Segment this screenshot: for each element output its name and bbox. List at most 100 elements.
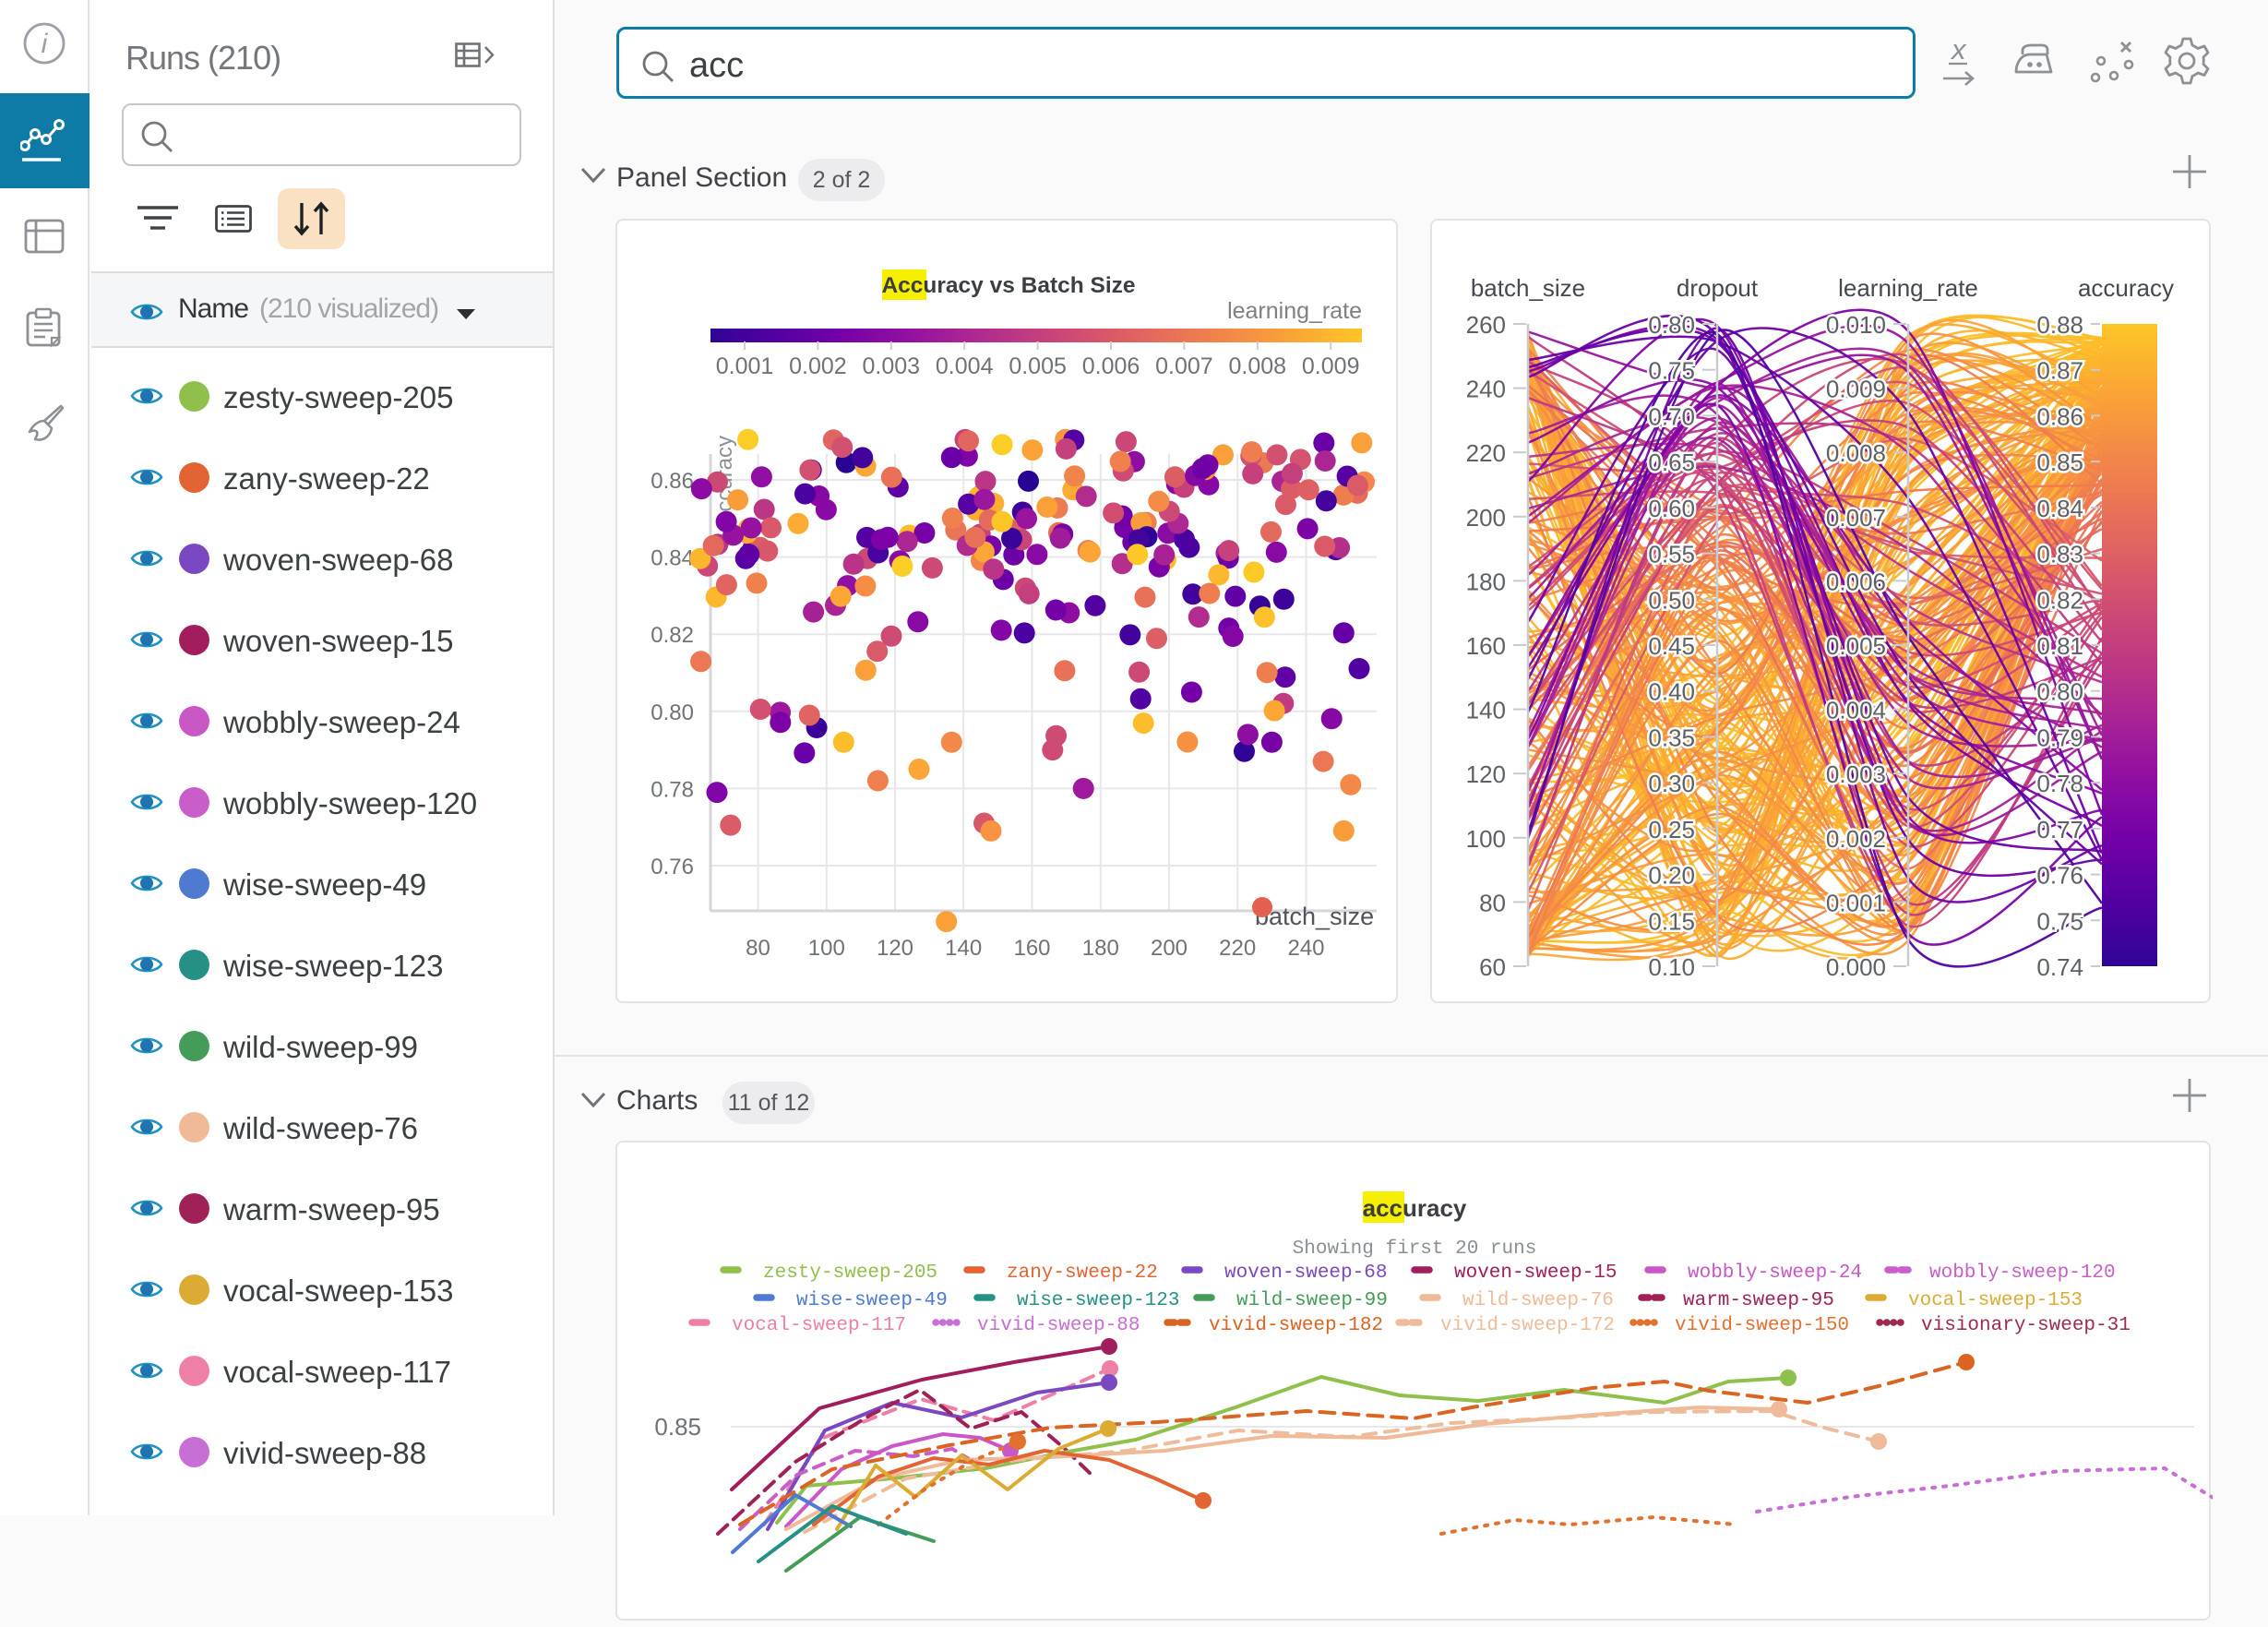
svg-text:0.84: 0.84 — [651, 546, 694, 571]
svg-text:120: 120 — [1466, 760, 1506, 788]
svg-text:woven-sweep-15: woven-sweep-15 — [1454, 1262, 1617, 1284]
svg-text:0.70: 0.70 — [1648, 402, 1695, 430]
svg-text:0.76: 0.76 — [651, 855, 694, 879]
svg-text:140: 140 — [1466, 697, 1506, 724]
svg-text:0.60: 0.60 — [1648, 495, 1695, 522]
svg-text:0.77: 0.77 — [2036, 816, 2083, 843]
svg-text:vivid-sweep-182: vivid-sweep-182 — [1209, 1315, 1383, 1336]
svg-text:200: 200 — [1466, 504, 1506, 532]
svg-text:0.80: 0.80 — [2036, 678, 2083, 706]
svg-text:vivid-sweep-172: vivid-sweep-172 — [1440, 1315, 1615, 1336]
svg-text:woven-sweep-68: woven-sweep-68 — [1224, 1262, 1387, 1284]
svg-text:240: 240 — [1287, 936, 1324, 961]
svg-text:0.004: 0.004 — [936, 353, 994, 379]
svg-text:0.78: 0.78 — [2036, 770, 2083, 797]
svg-text:220: 220 — [1219, 936, 1256, 961]
svg-text:0.003: 0.003 — [1826, 760, 1886, 788]
svg-text:0.55: 0.55 — [1648, 541, 1695, 568]
svg-text:batch_size: batch_size — [1255, 903, 1374, 930]
svg-text:160: 160 — [1466, 632, 1506, 660]
svg-text:0.85: 0.85 — [654, 1413, 701, 1441]
svg-text:260: 260 — [1466, 311, 1506, 339]
svg-text:0.82: 0.82 — [2036, 586, 2083, 614]
svg-text:160: 160 — [1013, 936, 1050, 961]
svg-text:0.80: 0.80 — [651, 700, 694, 725]
svg-text:0.35: 0.35 — [1648, 724, 1695, 751]
svg-text:0.003: 0.003 — [863, 353, 921, 379]
svg-text:warm-sweep-95: warm-sweep-95 — [1683, 1290, 1834, 1311]
svg-text:0.007: 0.007 — [1826, 504, 1886, 532]
svg-text:0.65: 0.65 — [1648, 449, 1695, 476]
svg-text:batch_size: batch_size — [1471, 274, 1585, 302]
svg-text:vocal-sweep-117: vocal-sweep-117 — [732, 1315, 906, 1336]
svg-text:180: 180 — [1082, 936, 1119, 961]
svg-text:accuracy: accuracy — [1363, 1194, 1467, 1222]
svg-text:0.004: 0.004 — [1826, 697, 1886, 724]
svg-text:0.25: 0.25 — [1648, 816, 1695, 843]
svg-text:0.50: 0.50 — [1648, 586, 1695, 614]
svg-text:0.81: 0.81 — [2036, 632, 2083, 660]
svg-text:0.000: 0.000 — [1826, 953, 1886, 981]
svg-text:180: 180 — [1466, 568, 1506, 595]
svg-text:0.86: 0.86 — [2036, 402, 2083, 430]
svg-text:0.009: 0.009 — [1826, 376, 1886, 403]
svg-text:vocal-sweep-153: vocal-sweep-153 — [1908, 1290, 2083, 1311]
svg-text:0.002: 0.002 — [789, 353, 847, 379]
svg-text:0.86: 0.86 — [651, 469, 694, 494]
svg-text:wise-sweep-49: wise-sweep-49 — [796, 1290, 948, 1311]
svg-text:wise-sweep-123: wise-sweep-123 — [1017, 1290, 1179, 1311]
svg-text:220: 220 — [1466, 439, 1506, 467]
svg-text:wild-sweep-76: wild-sweep-76 — [1462, 1290, 1614, 1311]
svg-text:0.75: 0.75 — [2036, 907, 2083, 935]
svg-text:0.80: 0.80 — [1648, 311, 1695, 339]
svg-text:80: 80 — [746, 936, 770, 961]
svg-text:x: x — [1950, 35, 1967, 66]
svg-text:i: i — [42, 29, 49, 59]
svg-text:100: 100 — [808, 936, 845, 961]
svg-text:learning_rate: learning_rate — [1227, 298, 1362, 324]
svg-text:wobbly-sweep-24: wobbly-sweep-24 — [1688, 1262, 1862, 1284]
svg-text:0.76: 0.76 — [2036, 862, 2083, 890]
svg-text:Accuracy vs Batch Size: Accuracy vs Batch Size — [881, 273, 1135, 298]
svg-text:0.83: 0.83 — [2036, 541, 2083, 568]
svg-text:Showing first 20 runs: Showing first 20 runs — [1293, 1238, 1537, 1260]
svg-text:accuracy: accuracy — [2078, 274, 2174, 302]
svg-text:0.001: 0.001 — [1826, 889, 1886, 916]
svg-text:wild-sweep-99: wild-sweep-99 — [1236, 1290, 1388, 1311]
svg-text:0.10: 0.10 — [1648, 953, 1695, 981]
svg-text:0.009: 0.009 — [1302, 353, 1360, 379]
svg-text:0.78: 0.78 — [651, 777, 694, 802]
svg-text:0.008: 0.008 — [1826, 439, 1886, 467]
svg-text:0.88: 0.88 — [2036, 311, 2083, 339]
svg-text:0.006: 0.006 — [1826, 568, 1886, 595]
svg-text:80: 80 — [1479, 889, 1506, 916]
svg-text:0.75: 0.75 — [1648, 357, 1695, 385]
svg-text:0.87: 0.87 — [2036, 357, 2083, 385]
svg-text:0.001: 0.001 — [716, 353, 774, 379]
svg-text:200: 200 — [1151, 936, 1188, 961]
svg-text:0.005: 0.005 — [1826, 632, 1886, 660]
svg-text:0.79: 0.79 — [2036, 724, 2083, 751]
svg-text:0.006: 0.006 — [1082, 353, 1140, 379]
svg-text:vivid-sweep-150: vivid-sweep-150 — [1675, 1315, 1849, 1336]
svg-text:0.15: 0.15 — [1648, 907, 1695, 935]
svg-text:0.84: 0.84 — [2036, 495, 2083, 522]
svg-text:dropout: dropout — [1677, 274, 1759, 302]
svg-text:0.005: 0.005 — [1009, 353, 1067, 379]
svg-text:learning_rate: learning_rate — [1838, 274, 1978, 302]
svg-text:0.20: 0.20 — [1648, 862, 1695, 890]
svg-text:0.002: 0.002 — [1826, 825, 1886, 853]
svg-text:0.45: 0.45 — [1648, 632, 1695, 660]
svg-text:0.008: 0.008 — [1229, 353, 1287, 379]
svg-text:120: 120 — [877, 936, 913, 961]
svg-text:wobbly-sweep-120: wobbly-sweep-120 — [1929, 1262, 2116, 1284]
svg-text:100: 100 — [1466, 825, 1506, 853]
svg-text:visionary-sweep-31: visionary-sweep-31 — [1921, 1315, 2131, 1336]
svg-text:zany-sweep-22: zany-sweep-22 — [1007, 1262, 1158, 1284]
svg-text:0.82: 0.82 — [651, 623, 694, 648]
svg-text:0.40: 0.40 — [1648, 678, 1695, 706]
svg-text:0.010: 0.010 — [1826, 311, 1886, 339]
svg-text:0.85: 0.85 — [2036, 449, 2083, 476]
svg-text:0.74: 0.74 — [2036, 953, 2083, 981]
svg-text:140: 140 — [945, 936, 982, 961]
